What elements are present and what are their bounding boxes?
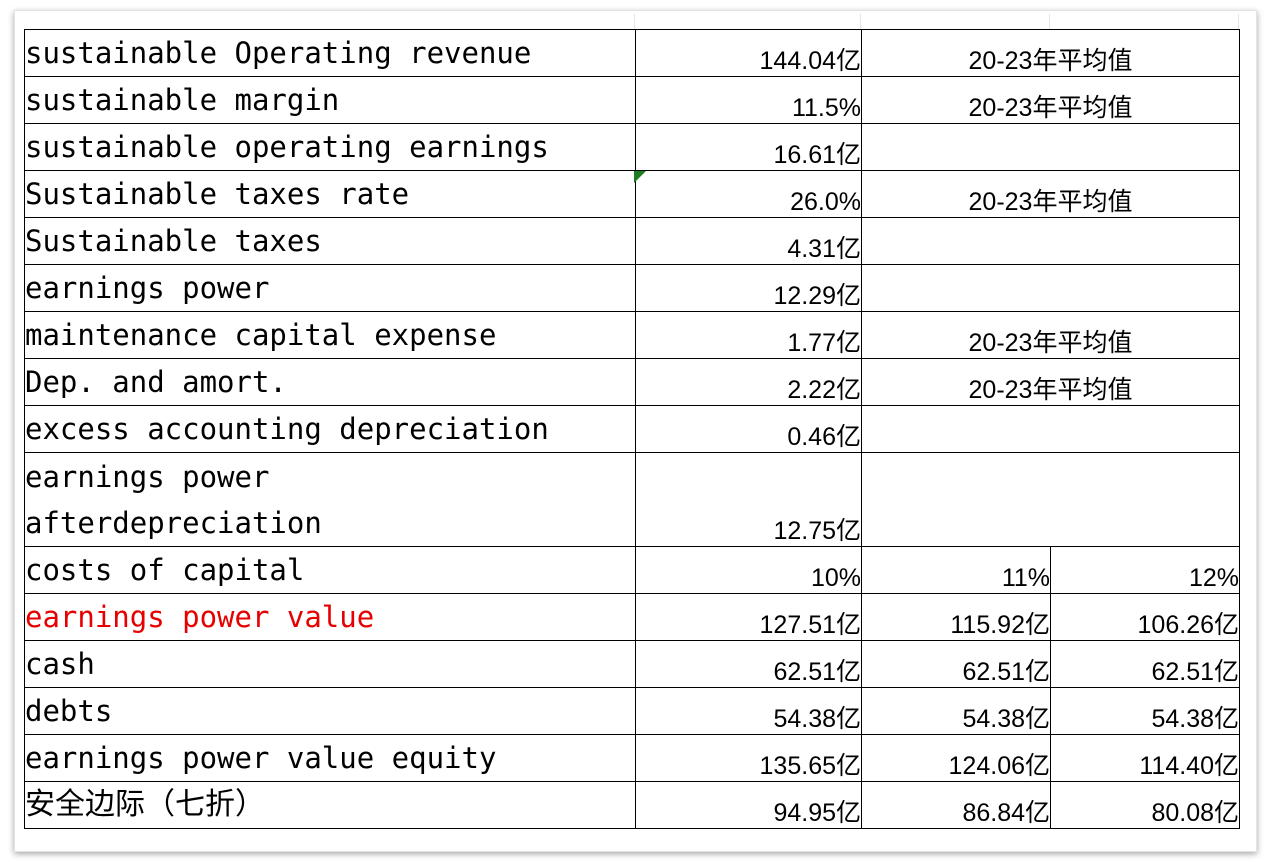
row-label[interactable]: Sustainable taxes [24,217,636,265]
scenario-value[interactable]: 54.38亿 [635,687,862,735]
row-note[interactable] [861,452,1240,547]
row-note[interactable]: 20-23年平均值 [861,311,1240,359]
scenario-label[interactable]: earnings power value equity [24,734,636,782]
table-row: Sustainable taxes rate 26.0% 20-23年平均值 [24,170,1240,218]
row-value[interactable]: 11.5% [635,76,862,124]
scenario-value[interactable]: 106.26亿 [1050,593,1240,641]
scenario-value[interactable]: 80.08亿 [1050,781,1240,829]
row-value[interactable]: 26.0% [635,170,862,218]
row-label-wrapped[interactable]: earnings power afterdepreciation [24,452,636,547]
table-row: sustainable Operating revenue 144.04亿 20… [24,29,1240,77]
scenario-label[interactable]: cash [24,640,636,688]
row-note[interactable] [861,123,1240,171]
scenario-value[interactable]: 10% [635,546,862,594]
scenario-value[interactable]: 115.92亿 [861,593,1051,641]
table-row: earnings power value equity 135.65亿 124.… [24,734,1240,782]
row-note[interactable]: 20-23年平均值 [861,29,1240,77]
empty-gridlines-top [24,14,1254,30]
scenario-value[interactable]: 12% [1050,546,1240,594]
row-label[interactable]: maintenance capital expense [24,311,636,359]
scenario-label[interactable]: debts [24,687,636,735]
row-label[interactable]: earnings power [24,264,636,312]
row-label[interactable]: sustainable Operating revenue [24,29,636,77]
scenario-value[interactable]: 135.65亿 [635,734,862,782]
row-label[interactable]: sustainable operating earnings [24,123,636,171]
row-note[interactable] [861,264,1240,312]
row-label-line-2: afterdepreciation [25,506,322,540]
row-value[interactable]: 144.04亿 [635,29,862,77]
scenario-value[interactable]: 11% [861,546,1051,594]
table-row: earnings power value 127.51亿 115.92亿 106… [24,593,1240,641]
row-label[interactable]: excess accounting depreciation [24,405,636,453]
scenario-value[interactable]: 127.51亿 [635,593,862,641]
table-row: excess accounting depreciation 0.46亿 [24,405,1240,453]
scenario-value[interactable]: 54.38亿 [1050,687,1240,735]
row-note[interactable]: 20-23年平均值 [861,170,1240,218]
row-label-line-1: earnings power [25,460,270,494]
table-row: maintenance capital expense 1.77亿 20-23年… [24,311,1240,359]
row-label[interactable]: Sustainable taxes rate [24,170,636,218]
scenario-value[interactable]: 62.51亿 [1050,640,1240,688]
table-row: cash 62.51亿 62.51亿 62.51亿 [24,640,1240,688]
row-value[interactable]: 16.61亿 [635,123,862,171]
table-row: debts 54.38亿 54.38亿 54.38亿 [24,687,1240,735]
scenario-value[interactable]: 124.06亿 [861,734,1051,782]
row-label[interactable]: Dep. and amort. [24,358,636,406]
row-value[interactable]: 1.77亿 [635,311,862,359]
scenario-value[interactable]: 62.51亿 [635,640,862,688]
row-note[interactable]: 20-23年平均值 [861,358,1240,406]
scenario-value[interactable]: 54.38亿 [861,687,1051,735]
scenario-label[interactable]: 安全边际（七折） [24,781,636,829]
comment-indicator-icon[interactable] [634,171,646,183]
scenario-value[interactable]: 94.95亿 [635,781,862,829]
valuation-table: sustainable Operating revenue 144.04亿 20… [24,29,1240,829]
table-row: sustainable margin 11.5% 20-23年平均值 [24,76,1240,124]
scenario-value[interactable]: 62.51亿 [861,640,1051,688]
scenario-value[interactable]: 86.84亿 [861,781,1051,829]
row-value[interactable]: 0.46亿 [635,405,862,453]
row-value[interactable]: 2.22亿 [635,358,862,406]
table-row: Sustainable taxes 4.31亿 [24,217,1240,265]
table-row: costs of capital 10% 11% 12% [24,546,1240,594]
row-value[interactable]: 12.29亿 [635,264,862,312]
row-note[interactable]: 20-23年平均值 [861,76,1240,124]
row-label[interactable]: sustainable margin [24,76,636,124]
table-row: Dep. and amort. 2.22亿 20-23年平均值 [24,358,1240,406]
row-note[interactable] [861,405,1240,453]
row-note[interactable] [861,217,1240,265]
table-row: earnings power 12.29亿 [24,264,1240,312]
row-value[interactable]: 12.75亿 [635,452,862,547]
table-row: earnings power afterdepreciation 12.75亿 [24,452,1240,547]
row-value[interactable]: 4.31亿 [635,217,862,265]
table-row: 安全边际（七折） 94.95亿 86.84亿 80.08亿 [24,781,1240,829]
table-row: sustainable operating earnings 16.61亿 [24,123,1240,171]
scenario-label-highlighted[interactable]: earnings power value [24,593,636,641]
scenario-label[interactable]: costs of capital [24,546,636,594]
scenario-value[interactable]: 114.40亿 [1050,734,1240,782]
